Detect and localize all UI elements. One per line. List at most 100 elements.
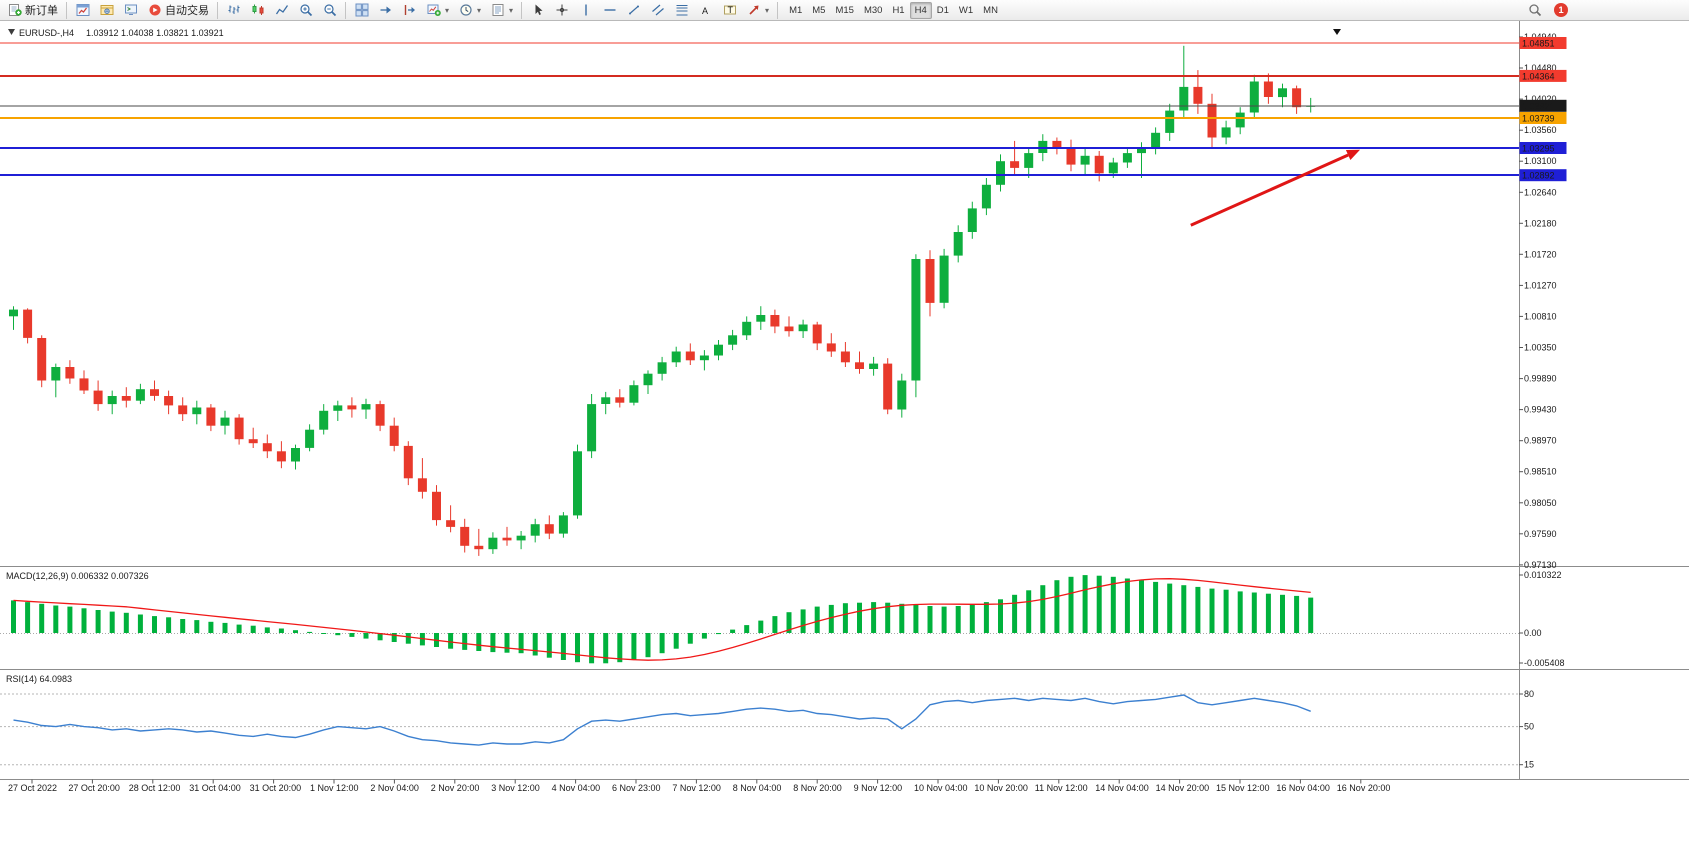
chart-window: 1.049401.044801.040201.035601.031001.026… (0, 21, 1689, 863)
zoom-out-button[interactable] (318, 1, 341, 20)
navigator-button[interactable] (95, 1, 118, 20)
timeframe-m30-button[interactable]: M30 (863, 4, 883, 16)
timeframe-w1-button[interactable]: W1 (958, 4, 974, 16)
price-tick-label: 1.03100 (1524, 156, 1557, 166)
time-tick-label: 14 Nov 04:00 (1095, 783, 1149, 793)
main-chart-plot[interactable] (0, 21, 1519, 566)
time-tick-label: 27 Oct 2022 (8, 783, 57, 793)
notification-badge[interactable]: 1 (1554, 3, 1568, 17)
dropdown-arrow-icon: ▾ (445, 5, 450, 15)
macd-signal-line (13, 578, 1311, 661)
price-tick-label: 0.97130 (1524, 560, 1557, 570)
zoom-in-button[interactable] (294, 1, 317, 20)
price-badge: 1.04364 (1522, 71, 1555, 81)
timeframe-m5-button[interactable]: M5 (812, 4, 826, 16)
time-tick-label: 8 Nov 04:00 (733, 783, 782, 793)
bar-chart-icon (226, 3, 241, 18)
candlestick-series (9, 45, 1316, 556)
chart-ohlc-values: 1.03912 1.04038 1.03821 1.03921 (86, 28, 224, 38)
text-label-button[interactable]: T (718, 1, 741, 20)
price-tick-label: 0.99430 (1524, 405, 1557, 415)
price-tick-label: 0.98510 (1524, 467, 1557, 477)
price-tick-label: 1.02180 (1524, 218, 1557, 228)
fibonacci-button[interactable] (670, 1, 693, 20)
new-order-button-label: 新订单 (25, 5, 58, 17)
horizontal-line-button[interactable] (598, 1, 621, 20)
rsi-axis-label: 15 (1524, 760, 1534, 770)
timeframe-m1-button[interactable]: M1 (789, 4, 803, 16)
time-tick-label: 31 Oct 20:00 (250, 783, 302, 793)
chart-canvas: 1.049401.044801.040201.035601.031001.026… (0, 21, 1689, 794)
cursor-icon (530, 3, 545, 18)
svg-text:A: A (702, 6, 708, 16)
rsi-line (13, 694, 1311, 746)
timeframe-h4-button[interactable]: H4 (909, 1, 932, 19)
macd-indicator-label: MACD(12,26,9) 0.006332 0.007326 (6, 571, 149, 581)
price-tick-label: 1.01720 (1524, 249, 1557, 259)
timeframe-mn-button[interactable]: MN (983, 4, 998, 16)
price-tick-label: 1.01270 (1524, 280, 1557, 290)
chart-symbol-label: EURUSD-,H4 (19, 28, 74, 38)
price-tick-label: 1.02640 (1524, 187, 1557, 197)
price-tick-label: 0.98970 (1524, 436, 1557, 446)
candlestick-chart-button[interactable] (246, 1, 269, 20)
timeframe-h1-button[interactable]: H1 (892, 4, 905, 16)
price-tick-label: 1.00810 (1524, 311, 1557, 321)
time-tick-label: 6 Nov 23:00 (612, 783, 661, 793)
text-button[interactable]: A (694, 1, 717, 20)
timeframe-bar: M1 M5 M15 M30 H1 H4 D1 W1 MN (784, 1, 1003, 19)
dropdown-arrow-icon: ▾ (765, 5, 770, 15)
text-icon: A (698, 3, 713, 18)
time-tick-label: 10 Nov 20:00 (974, 783, 1028, 793)
cursor-button[interactable] (526, 1, 549, 20)
templates-button[interactable]: ▾ (486, 1, 517, 20)
macd-axis-label: 0.00 (1524, 628, 1542, 638)
line-chart-button[interactable] (270, 1, 293, 20)
charts-button[interactable] (71, 1, 94, 20)
line-chart-icon (274, 3, 289, 18)
time-tick-label: 27 Oct 20:00 (68, 783, 120, 793)
time-tick-label: 31 Oct 04:00 (189, 783, 241, 793)
toolbar-separator (521, 1, 523, 19)
search-icon[interactable] (1527, 3, 1542, 18)
tile-windows-button[interactable] (350, 1, 373, 20)
auto-scroll-button[interactable] (374, 1, 397, 20)
period-button[interactable]: ▾ (454, 1, 485, 20)
crosshair-icon (554, 3, 569, 18)
toolbar-separator (66, 1, 67, 19)
new-chart-button[interactable]: ▾ (422, 1, 453, 20)
rsi-axis-label: 80 (1524, 689, 1534, 699)
trend-line-button[interactable] (622, 1, 645, 20)
auto-trading-button[interactable]: 自动交易 (143, 1, 213, 20)
crosshair-button[interactable] (550, 1, 573, 20)
time-tick-label: 1 Nov 12:00 (310, 783, 359, 793)
timeframe-m15-button[interactable]: M15 (835, 4, 854, 16)
rsi-panel[interactable] (0, 670, 1519, 779)
price-tick-label: 1.04480 (1524, 63, 1557, 73)
macd-panel[interactable] (0, 567, 1519, 669)
candle-chart-icon (250, 3, 265, 18)
time-tick-label: 11 Nov 12:00 (1035, 783, 1088, 793)
timeframe-d1-button[interactable]: D1 (936, 4, 949, 16)
time-tick-label: 16 Nov 04:00 (1276, 783, 1330, 793)
arrows-button[interactable]: ▾ (742, 1, 773, 20)
chart-shift-button[interactable] (398, 1, 421, 20)
toolbar-right: 1 (1527, 3, 1568, 18)
rsi-axis-label: 50 (1524, 722, 1534, 732)
vertical-line-button[interactable] (574, 1, 597, 20)
time-axis[interactable]: 27 Oct 2022 27 Oct 20:00 28 Oct 12:00 31 Oc… (8, 779, 1390, 794)
new-order-button[interactable]: 新订单 (3, 1, 62, 20)
macd-axis-label: 0.010322 (1524, 570, 1562, 580)
templates-icon (490, 3, 505, 18)
price-badge: 1.03739 (1522, 114, 1555, 124)
macd-axis-label: -0.005408 (1524, 658, 1565, 668)
svg-text:T: T (727, 5, 733, 15)
chart-shift-marker[interactable] (1333, 29, 1341, 35)
trend-arrow-annotation[interactable] (1190, 149, 1360, 227)
terminal-button[interactable] (119, 1, 142, 20)
chart-collapse-icon[interactable] (8, 29, 15, 35)
price-tick-label: 1.04020 (1524, 94, 1557, 104)
bar-chart-button[interactable] (222, 1, 245, 20)
price-badge: 1.03295 (1522, 144, 1555, 154)
channel-button[interactable] (646, 1, 669, 20)
